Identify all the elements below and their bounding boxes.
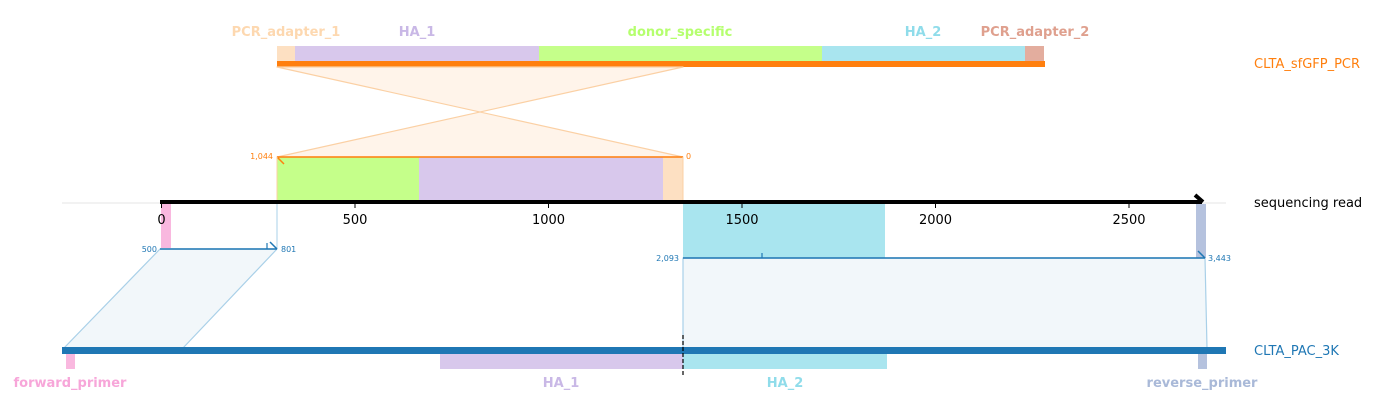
tick-label-500: 500 (343, 213, 368, 228)
bottom-feature-label-ha-2: HA_2 (767, 376, 804, 391)
top-feature-label-ha-2: HA_2 (905, 25, 942, 40)
read-feature-pcr-adapter-1 (663, 157, 683, 202)
read-feature-forward-primer (161, 204, 171, 248)
bottom-sequence-name: CLTA_PAC_3K (1254, 344, 1339, 359)
top-feature-donor-specific (539, 46, 822, 62)
bottom-left-end-label: 801 (281, 245, 296, 254)
bottom-left-alignment: 500 801 (63, 204, 296, 349)
tick-label-2500: 2500 (1112, 213, 1145, 228)
tick-label-1000: 1000 (532, 213, 565, 228)
bottom-sequence-group: forward_primer HA_1 HA_2 reverse_primer … (14, 335, 1339, 391)
bottom-feature-reverse-primer (1198, 353, 1207, 369)
read-axis-ticks: 0 500 1000 1500 2000 2500 (157, 203, 1146, 228)
top-alignment-band (276, 66, 684, 158)
read-feature-ha-2 (683, 204, 885, 258)
bottom-sequence-bar (62, 347, 1226, 354)
top-sequence-bar (277, 61, 1045, 67)
top-feature-label-pcr-adapter-1: PCR_adapter_1 (232, 25, 341, 40)
top-feature-pcr-adapter-1 (277, 46, 295, 62)
bottom-right-start-label: 2,093 (656, 254, 679, 263)
top-feature-label-pcr-adapter-2: PCR_adapter_2 (981, 25, 1090, 40)
bottom-feature-label-ha-1: HA_1 (543, 376, 580, 391)
top-feature-label-donor-specific: donor_specific (628, 25, 733, 40)
read-feature-donor-specific (277, 157, 419, 202)
top-feature-ha-2 (822, 46, 1025, 62)
bottom-feature-label-reverse-primer: reverse_primer (1147, 376, 1259, 391)
top-feature-ha-1 (295, 46, 539, 62)
top-feature-pcr-adapter-2 (1025, 46, 1044, 62)
top-alignment-end-label: 0 (686, 152, 691, 161)
bottom-right-alignment: 2,093 3,443 (656, 250, 1231, 349)
read-sequence-name: sequencing read (1254, 196, 1362, 211)
bottom-left-alignment-arrowhead (269, 241, 278, 250)
bottom-feature-ha-1 (440, 353, 683, 369)
tick-label-0: 0 (157, 213, 165, 228)
bottom-right-end-label: 3,443 (1208, 254, 1231, 263)
bottom-right-alignment-band (682, 257, 1208, 349)
bottom-feature-ha-2 (683, 353, 887, 369)
tick-label-1500: 1500 (725, 213, 758, 228)
top-sequence-name: CLTA_sfGFP_PCR (1254, 57, 1360, 72)
bottom-right-alignment-arrowhead (1197, 250, 1206, 259)
top-sequence-group: PCR_adapter_1 HA_1 donor_specific HA_2 P… (232, 25, 1360, 72)
bottom-left-alignment-band (63, 248, 278, 349)
bottom-left-start-label: 500 (142, 245, 157, 254)
bottom-feature-label-forward-primer: forward_primer (14, 376, 128, 391)
tick-label-2000: 2000 (919, 213, 952, 228)
top-alignment-segment: 1,044 0 (250, 152, 691, 202)
top-alignment-arrowhead (276, 156, 285, 165)
read-feature-ha-1 (419, 157, 663, 202)
top-alignment-start-label: 1,044 (250, 152, 273, 161)
read-axis-arrowhead (1193, 193, 1205, 204)
read-sequence-group: 0 500 1000 1500 2000 2500 sequencing rea… (157, 193, 1362, 258)
read-feature-reverse-primer (1196, 204, 1206, 258)
bottom-feature-forward-primer (66, 353, 75, 369)
top-feature-label-ha-1: HA_1 (399, 25, 436, 40)
